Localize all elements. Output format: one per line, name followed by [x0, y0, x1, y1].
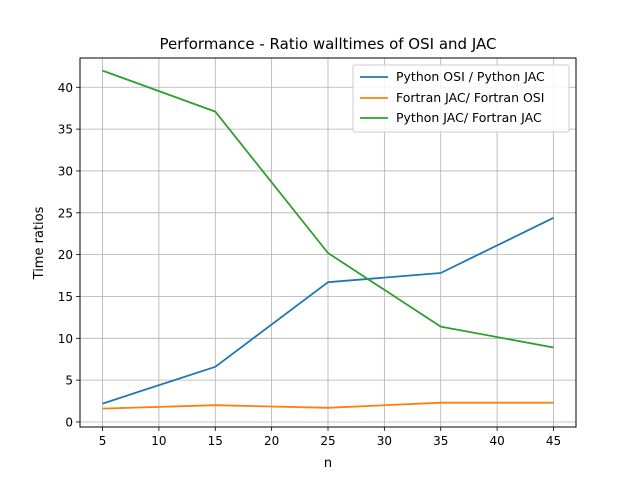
x-tick-label: 30 — [377, 434, 392, 448]
y-tick-label: 5 — [65, 374, 73, 388]
chart-title: Performance - Ratio walltimes of OSI and… — [160, 35, 497, 53]
x-tick-label: 20 — [264, 434, 279, 448]
series-line-0 — [102, 216, 554, 405]
x-axis-label: n — [324, 456, 332, 471]
legend: Python OSI / Python JAC Fortran JAC/ For… — [352, 64, 570, 133]
series-lines — [102, 69, 554, 410]
x-tick-label: 35 — [433, 434, 448, 448]
y-tick-label: 40 — [58, 81, 73, 95]
y-axis-label: Time ratios — [32, 206, 47, 280]
series-line-1 — [102, 401, 554, 410]
x-tick-label: 45 — [546, 434, 561, 448]
legend-label-python-fortran-jac: Python JAC/ Fortran JAC — [396, 110, 542, 125]
y-tick-label: 30 — [58, 164, 73, 178]
series-line-2 — [102, 69, 554, 349]
y-tick-label: 35 — [58, 123, 73, 137]
x-axis: 5 10 15 20 25 30 35 40 45 — [99, 427, 561, 448]
legend-label-python-osi-jac: Python OSI / Python JAC — [396, 69, 545, 84]
y-tick-label: 15 — [58, 290, 73, 304]
y-tick-label: 20 — [58, 248, 73, 262]
x-tick-label: 15 — [208, 434, 223, 448]
y-tick-label: 0 — [65, 415, 73, 429]
x-tick-label: 5 — [99, 434, 107, 448]
y-tick-label: 25 — [58, 206, 73, 220]
y-tick-label: 10 — [58, 332, 73, 346]
legend-box — [352, 64, 570, 133]
legend-label-fortran-jac-osi: Fortran JAC/ Fortran OSI — [396, 90, 544, 105]
x-tick-label: 10 — [151, 434, 166, 448]
x-tick-label: 40 — [489, 434, 504, 448]
x-tick-label: 25 — [320, 434, 335, 448]
y-axis: 0 5 10 15 20 25 30 35 40 — [58, 81, 80, 429]
